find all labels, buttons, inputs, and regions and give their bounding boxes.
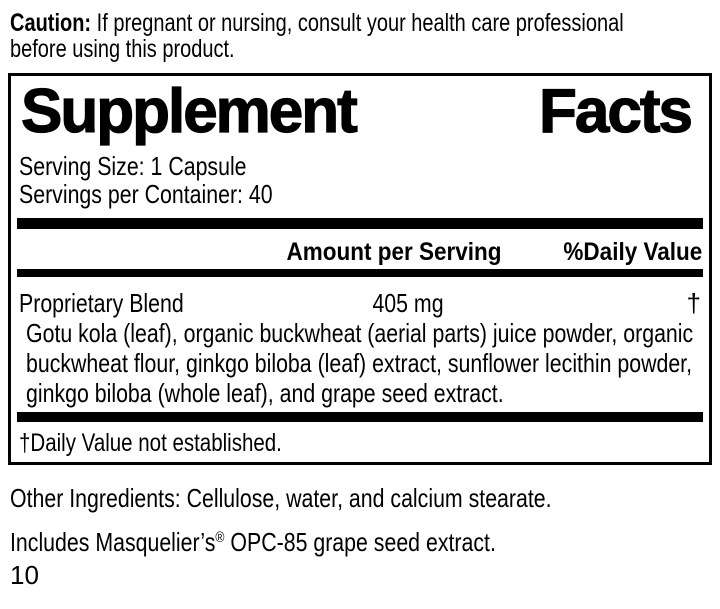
serving-size-text: Serving Size: 1 Capsule bbox=[19, 151, 247, 181]
title-word-supplement: Supplement bbox=[20, 77, 358, 146]
divider-medium bbox=[17, 269, 703, 277]
includes-text: Includes Masquelier’s® OPC-85 grape seed… bbox=[10, 524, 720, 556]
includes-text-post: OPC-85 grape seed extract. bbox=[224, 527, 496, 557]
ingredient-row: Proprietary Blend 405 mg † bbox=[17, 288, 703, 318]
includes-text-pre: Includes Masquelier’s bbox=[10, 527, 216, 557]
caution-line-1: Caution: If pregnant or nursing, consult… bbox=[10, 9, 624, 37]
daily-value-footnote: †Daily Value not established. bbox=[17, 430, 703, 456]
blend-description-line-1: Gotu kola (leaf), organic buckwheat (aer… bbox=[26, 318, 694, 348]
title-word-facts: Facts bbox=[538, 77, 693, 146]
caution-label: Caution: bbox=[10, 9, 92, 37]
blend-description-line-3: ginkgo biloba (whole leaf), and grape se… bbox=[26, 378, 504, 408]
ingredient-name: Proprietary Blend bbox=[19, 288, 184, 318]
servings-per-container: Servings per Container: 40 bbox=[17, 180, 703, 208]
ingredient-daily-value-dagger: † bbox=[686, 288, 701, 318]
column-header-daily-value: %Daily Value bbox=[563, 238, 702, 266]
caution-line-2: before using this product. bbox=[10, 35, 235, 63]
other-ingredients-line: Other Ingredients: Cellulose, water, and… bbox=[10, 483, 552, 513]
divider-thick-top bbox=[17, 218, 703, 229]
includes-line: Includes Masquelier’s® OPC-85 grape seed… bbox=[10, 524, 496, 556]
page-number: 10 bbox=[10, 560, 39, 590]
servings-per-container-text: Servings per Container: 40 bbox=[19, 179, 273, 209]
serving-size: Serving Size: 1 Capsule bbox=[17, 152, 703, 180]
blend-description-line-2: buckwheat flour, ginkgo biloba (leaf) ex… bbox=[26, 348, 693, 378]
ingredient-amount: 405 mg bbox=[372, 288, 444, 318]
caution-text: Caution: If pregnant or nursing, consult… bbox=[10, 10, 720, 62]
supplement-label-page: Caution: If pregnant or nursing, consult… bbox=[0, 10, 720, 609]
other-ingredients-text: Other Ingredients: Cellulose, water, and… bbox=[10, 485, 720, 512]
supplement-facts-panel: Supplement Facts Serving Size: 1 Capsule… bbox=[8, 73, 712, 465]
registered-trademark: ® bbox=[215, 529, 225, 546]
divider-thick-bottom bbox=[17, 412, 703, 422]
caution-line-1-text: If pregnant or nursing, consult your hea… bbox=[96, 9, 624, 37]
blend-description: Gotu kola (leaf), organic buckwheat (aer… bbox=[26, 318, 703, 408]
column-header-amount: Amount per Serving bbox=[286, 238, 502, 266]
daily-value-footnote-text: †Daily Value not established. bbox=[19, 429, 282, 457]
panel-title: Supplement Facts bbox=[17, 76, 703, 144]
column-header-row: Amount per Serving %Daily Value bbox=[17, 229, 703, 269]
